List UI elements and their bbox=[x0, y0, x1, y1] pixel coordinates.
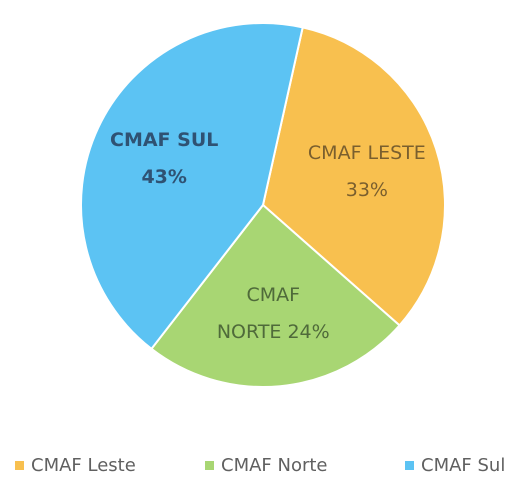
data-label: 33% bbox=[346, 179, 388, 201]
data-label: NORTE 24% bbox=[217, 321, 330, 343]
legend-label: CMAF Leste bbox=[31, 455, 136, 476]
pie-slice bbox=[150, 203, 401, 388]
legend-swatch bbox=[205, 461, 214, 470]
data-label: CMAF LESTE bbox=[308, 142, 426, 164]
pie-slice bbox=[80, 22, 304, 351]
legend-label: CMAF Sul bbox=[421, 455, 505, 476]
pie-slice bbox=[261, 26, 446, 327]
legend-swatch bbox=[15, 461, 24, 470]
data-label: 43% bbox=[141, 166, 186, 188]
data-label: CMAF bbox=[246, 284, 300, 306]
legend-label: CMAF Norte bbox=[221, 455, 328, 476]
legend-swatch bbox=[405, 461, 414, 470]
data-label: CMAF SUL bbox=[110, 129, 218, 151]
